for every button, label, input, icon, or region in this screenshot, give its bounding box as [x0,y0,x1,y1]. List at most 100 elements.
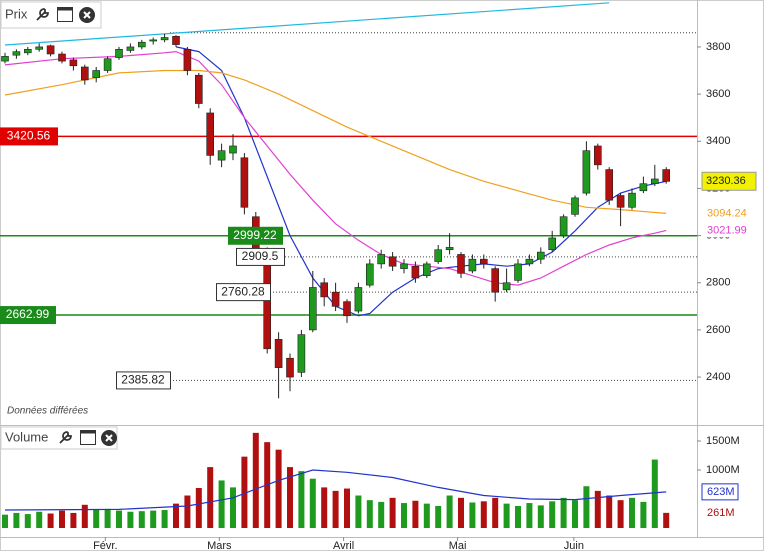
volume-bar [366,500,373,528]
moving-average [4,69,667,214]
volume-bar [617,500,624,528]
price-title: Prix [5,6,28,21]
candle-body [195,74,203,104]
candle-body [434,249,443,262]
candle-body [229,145,237,154]
x-tick-label: Mai [449,540,467,551]
volume-bar [458,497,464,528]
candle-body [103,58,112,71]
candle-body [571,197,579,215]
volume-bar [572,500,578,528]
candle-body [605,169,614,201]
volume-bar [2,514,8,528]
volume-bar [161,510,168,528]
maximize-icon[interactable] [80,430,96,445]
volume-ma-box [701,483,739,501]
candle-body [240,157,249,208]
volume-bar [560,497,567,528]
volume-bar [241,456,248,528]
volume-bar [629,497,635,528]
candle-body [639,183,648,192]
candle-body [160,37,169,41]
y-tick-label: 3800 [706,41,730,53]
volume-bar [59,510,65,528]
level-label-box [236,247,285,266]
candle-body [422,263,431,276]
volume-bar [298,471,305,528]
volume-bar [127,511,134,528]
level-label-box [116,371,171,390]
level-label: 2385.82 [121,373,165,387]
candle-body [217,150,226,161]
maximize-icon[interactable] [57,7,73,22]
volume-bar [412,500,419,528]
last-volume-label: 261M [707,507,735,519]
candle-body [263,258,272,350]
candle-body [183,48,192,71]
candle-body [479,258,488,265]
plot: 3420.56 2999.22 2909.5 2760.28 2662.99 2385.8… [0,2,697,528]
volume-bar [435,505,442,528]
candle-body [411,265,420,279]
close-icon[interactable] [79,7,95,23]
price-header [0,1,102,29]
ma-value-label: 3094.24 [707,207,747,219]
volume-bar [344,488,350,528]
candle-body [502,282,511,291]
volume-bar [138,511,145,528]
candle-body [365,263,374,286]
y-tick-label: 1500M [706,435,740,447]
y-tick-label: 2800 [706,277,730,289]
volume-bar [47,513,54,528]
volume-bar [606,495,613,528]
delay-note: Données différées [7,406,88,417]
volume-bar [640,501,647,528]
settings-icon[interactable] [59,431,72,444]
last-price-label: 3230.36 [706,175,746,187]
candle-body [662,169,671,182]
ma-value-label: 3021.99 [707,224,747,236]
ma-value-box [702,206,756,221]
level-label: 3420.56 [7,129,51,143]
volume-bar [70,512,77,528]
candle-body [445,247,454,251]
volume-bar [150,510,157,528]
candle-body [274,339,283,368]
candle-body [582,150,591,194]
candle-body [286,357,294,378]
volume-bar [104,508,111,528]
candle-body [149,39,157,42]
level-label: 2760.28 [221,284,265,298]
volume-bar [81,504,88,528]
candle-body [593,145,602,166]
volume-bar [594,490,601,528]
candle-body [58,53,66,62]
volume-bar [446,495,453,528]
candle-body [138,41,146,48]
volume-bar [663,512,670,528]
volume-bar [207,467,214,528]
volume-ma-label: 623M [707,486,735,498]
level-label-box [0,306,56,325]
candle-body [377,254,386,265]
candle-body [491,268,500,293]
volume-bar [503,503,510,528]
volume-bar [24,514,31,528]
volume-bar [195,487,202,528]
x-tick-label: Févr. [93,540,117,551]
volume-bar [492,497,499,528]
candle-body [331,291,340,307]
volume-bar [651,459,658,528]
settings-icon[interactable] [36,8,49,21]
candle-body [206,112,214,156]
close-icon[interactable] [101,430,117,446]
candle-body [457,254,465,274]
x-tick-label: Juin [564,540,584,551]
volume-bar [230,487,236,528]
volume-bar [583,486,590,528]
volume-bar [116,510,122,528]
ma-value-box [702,223,756,238]
candle-body [628,192,636,208]
